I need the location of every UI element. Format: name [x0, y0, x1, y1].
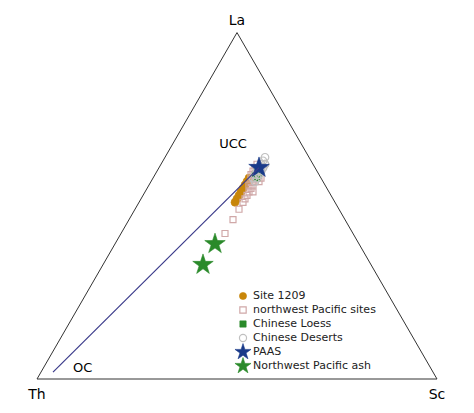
point — [240, 199, 246, 205]
series — [249, 154, 269, 186]
corner-label: La — [229, 12, 245, 28]
point — [193, 254, 213, 273]
mixing-line — [53, 168, 259, 372]
legend-label: northwest Pacific sites — [253, 303, 376, 316]
legend-label: Northwest Pacific ash — [253, 359, 371, 372]
legend-label: PAAS — [253, 345, 281, 358]
legend-symbol — [235, 358, 251, 373]
point — [231, 198, 239, 206]
plot-area — [53, 154, 269, 373]
legend-symbol — [239, 292, 246, 299]
series — [193, 233, 225, 273]
point — [251, 178, 259, 186]
chart: Th La Sc OC UCC Site 1209northwest Pacific si… — [0, 0, 474, 413]
legend-symbol — [235, 344, 251, 359]
legend-label: Site 1209 — [253, 289, 306, 302]
point — [236, 206, 242, 212]
point — [205, 233, 225, 252]
point — [249, 157, 269, 176]
annotation: OC — [73, 360, 92, 375]
corner-label: Sc — [429, 386, 446, 402]
legend: Site 1209northwest Pacific sitesChinese … — [235, 289, 376, 373]
legend-symbol — [240, 321, 246, 327]
corner-label: Th — [27, 386, 45, 402]
point — [230, 217, 236, 223]
annotation: UCC — [219, 136, 247, 151]
triangle-frame — [37, 33, 437, 379]
legend-symbol — [239, 334, 246, 341]
legend-label: Chinese Deserts — [253, 331, 343, 344]
series — [249, 157, 269, 176]
legend-label: Chinese Loess — [253, 317, 332, 330]
point — [250, 189, 256, 195]
point — [222, 231, 228, 237]
legend-symbol — [240, 307, 246, 313]
